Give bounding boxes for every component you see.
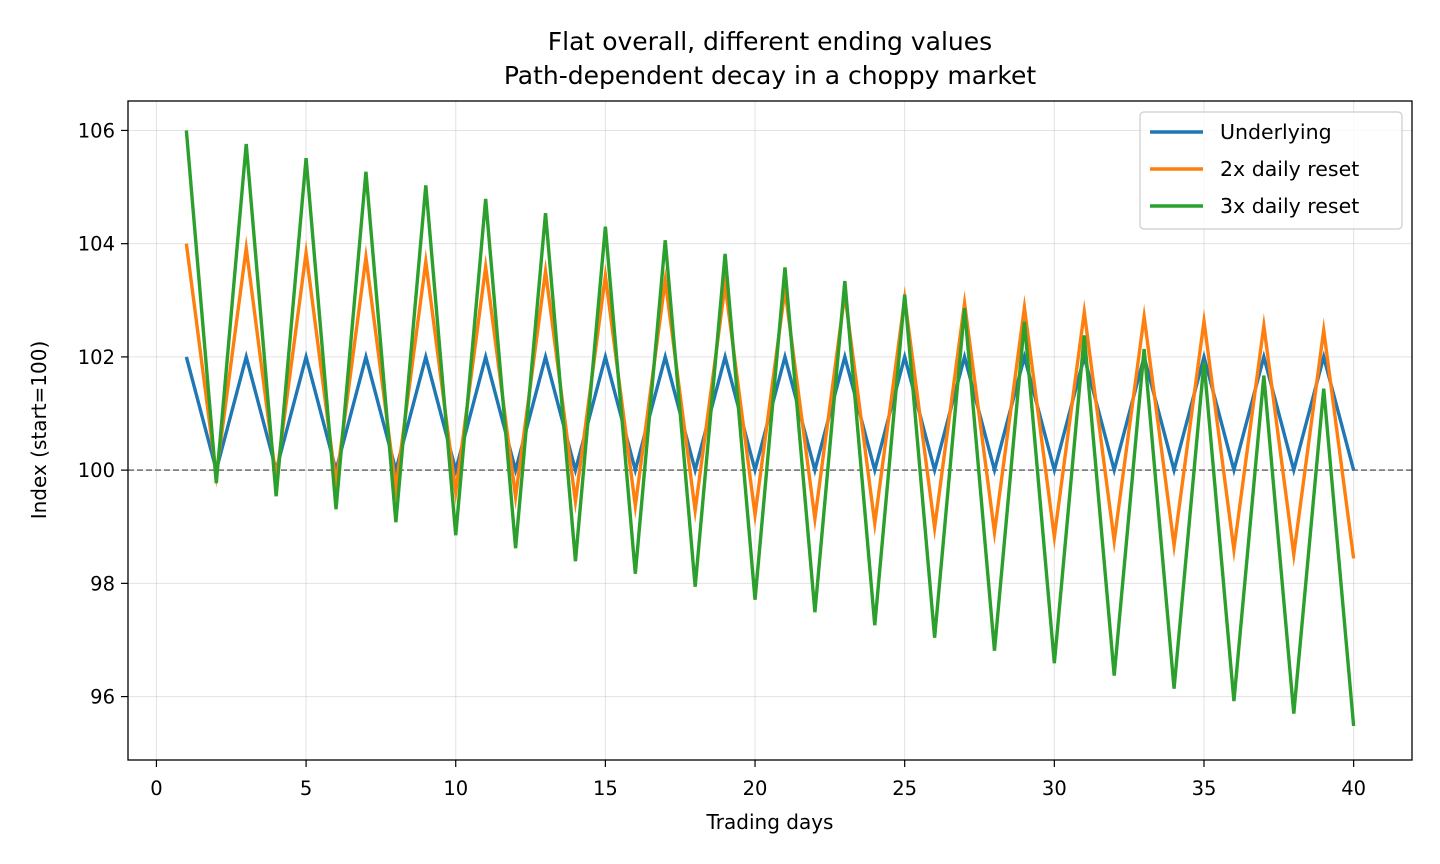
x-axis-label: Trading days xyxy=(706,810,834,834)
y-axis-label: Index (start=100) xyxy=(27,341,51,520)
x-tick-label: 10 xyxy=(443,777,468,800)
legend-label-2x-daily-reset: 2x daily reset xyxy=(1220,157,1359,181)
legend: Underlying 2x daily reset 3x daily reset xyxy=(1139,111,1403,230)
x-tick-label: 30 xyxy=(1042,777,1067,800)
legend-box xyxy=(1139,111,1403,230)
plot-frame xyxy=(127,100,1413,761)
x-tick-label: 15 xyxy=(593,777,618,800)
y-tick-label: 106 xyxy=(78,119,115,142)
x-axis: 0 5 10 15 20 25 30 35 40 xyxy=(150,760,1366,800)
series-group xyxy=(184,130,1356,727)
x-tick-label: 25 xyxy=(892,777,917,800)
x-tick-label: 5 xyxy=(300,777,312,800)
series-line-2x-daily-reset xyxy=(184,235,1356,568)
y-tick-label: 100 xyxy=(78,459,115,482)
x-tick-label: 0 xyxy=(150,777,162,800)
chart-subtitle: Path-dependent decay in a choppy market xyxy=(504,61,1036,90)
y-tick-label: 104 xyxy=(78,233,115,256)
y-tick-label: 96 xyxy=(90,686,115,709)
y-axis: 96 98 100 102 104 106 xyxy=(78,119,128,709)
series-line-3x-daily-reset xyxy=(184,130,1356,727)
legend-label-underlying: Underlying xyxy=(1220,120,1332,144)
y-tick-label: 102 xyxy=(78,346,115,369)
x-tick-label: 20 xyxy=(743,777,768,800)
chart-title: Flat overall, different ending values xyxy=(548,27,992,56)
x-tick-label: 35 xyxy=(1192,777,1217,800)
x-tick-label: 40 xyxy=(1341,777,1366,800)
legend-label-3x-daily-reset: 3x daily reset xyxy=(1220,194,1359,218)
y-tick-label: 98 xyxy=(90,572,115,595)
